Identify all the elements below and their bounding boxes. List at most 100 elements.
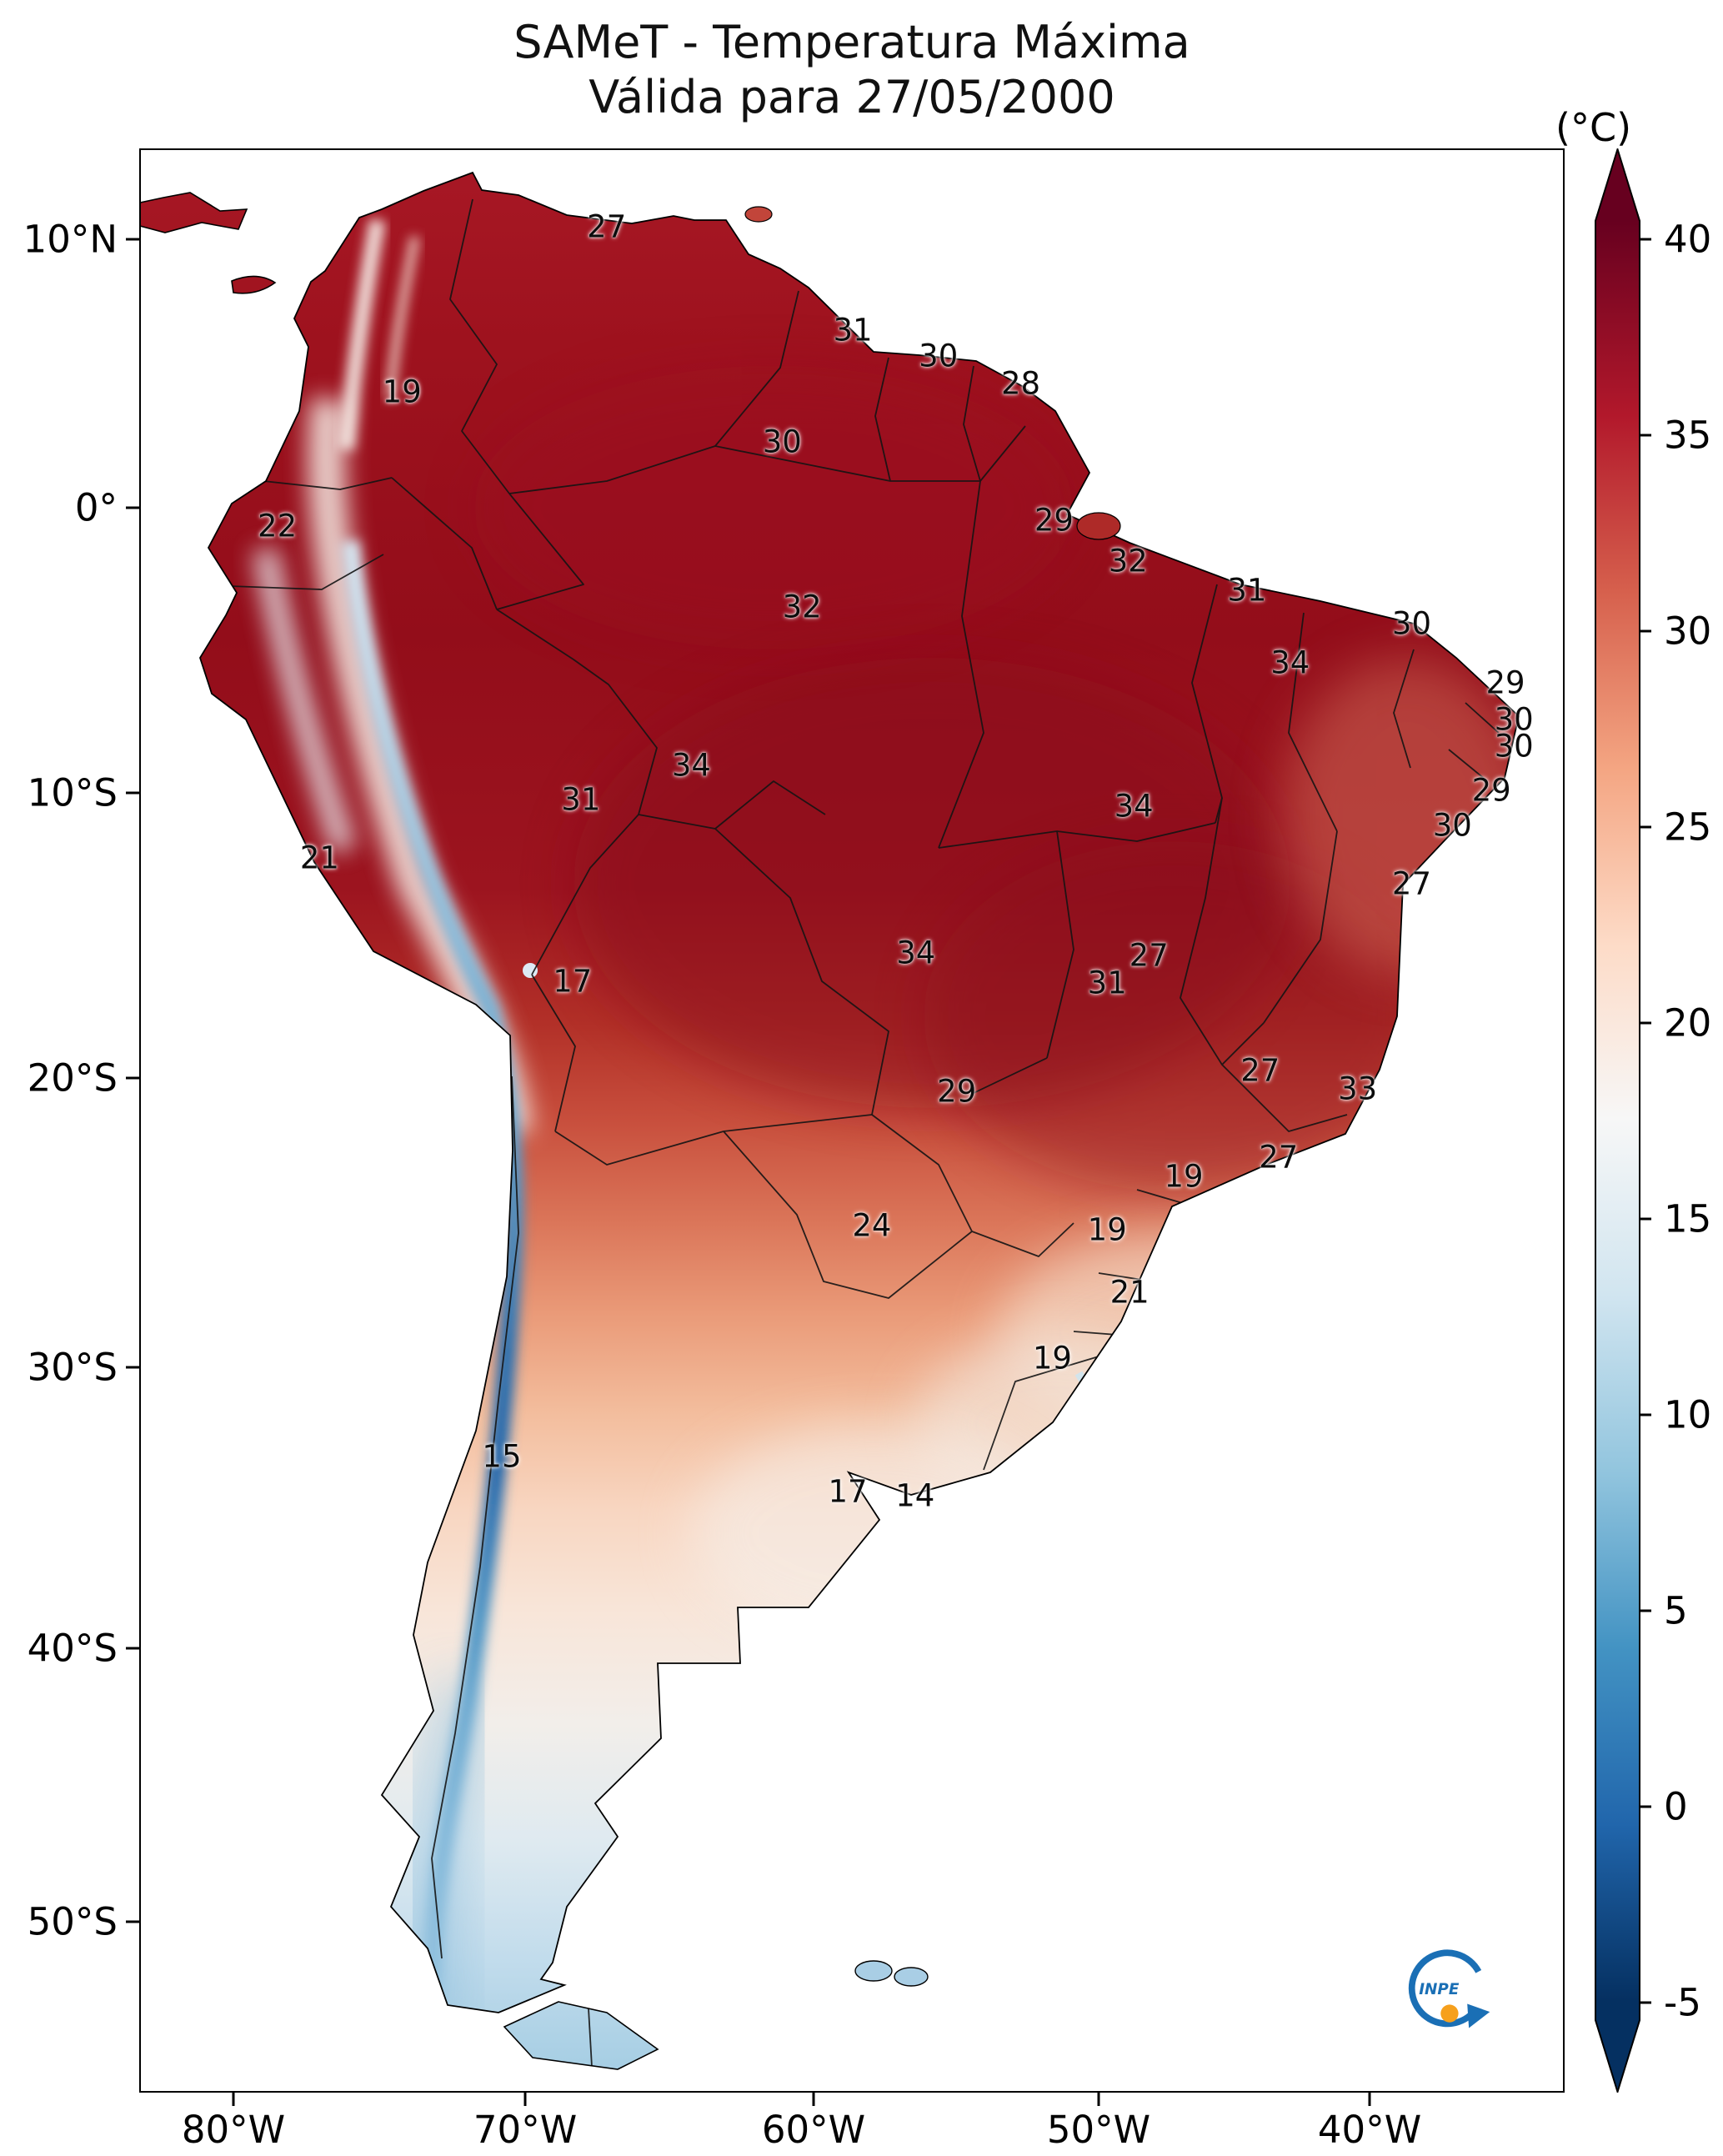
colorbar-arrow-under xyxy=(1595,2020,1640,2093)
station-temp-label: 21 xyxy=(1109,1274,1150,1311)
y-tick-mark xyxy=(126,1366,139,1369)
station-temp-label: 30 xyxy=(1391,605,1432,642)
y-axis-tick-labels: 10°N 0° 10°S 20°S 30°S 40°S 50°S xyxy=(0,148,118,2093)
x-tick-label: 50°W xyxy=(1046,2108,1151,2152)
x-tick-mark xyxy=(812,2093,815,2106)
colorbar xyxy=(1595,146,1640,2095)
chart-title: SAMeT - Temperatura Máxima Válida para 2… xyxy=(139,15,1565,125)
x-tick-label: 60°W xyxy=(761,2108,866,2152)
station-temp-label: 27 xyxy=(1391,865,1432,902)
station-temp-label: 21 xyxy=(299,840,339,876)
falkland-island-west xyxy=(854,1960,893,1982)
station-temp-label: 15 xyxy=(482,1438,522,1475)
inpe-logo-planet xyxy=(1440,2004,1459,2023)
station-temp-label: 31 xyxy=(561,781,601,818)
y-tick-mark xyxy=(126,1076,139,1080)
marajo-island xyxy=(1076,512,1121,540)
country-borders xyxy=(229,198,1500,2068)
station-temp-label: 19 xyxy=(382,374,422,410)
y-tick-label: 50°S xyxy=(27,1899,118,1944)
colorbar-tick-mark xyxy=(1640,1413,1651,1416)
station-temp-label: 30 xyxy=(762,424,802,460)
colorbar-tick-label: 25 xyxy=(1664,805,1712,850)
station-temp-label: 30 xyxy=(1494,701,1534,738)
station-temp-label: 31 xyxy=(1227,572,1267,609)
inpe-logo-text: INPE xyxy=(1419,1981,1460,1998)
station-temp-label: 28 xyxy=(1000,365,1041,402)
colorbar-tick-mark xyxy=(1640,1805,1651,1808)
station-temp-label: 27 xyxy=(1129,937,1169,974)
x-tick-label: 80°W xyxy=(181,2108,286,2152)
y-tick-mark xyxy=(126,791,139,795)
colorbar-tick-mark xyxy=(1640,1609,1651,1612)
y-tick-label: 10°N xyxy=(23,217,118,262)
x-axis-tick-marks xyxy=(139,2093,1565,2106)
station-labels: 27 31 30 28 19 30 29 22 32 31 30 32 34 29 30 30 34 31 34 29… xyxy=(141,150,1563,2091)
station-temp-label: 14 xyxy=(895,1477,935,1514)
y-tick-mark xyxy=(126,506,139,509)
colorbar-tick-label: 5 xyxy=(1664,1588,1688,1633)
station-temp-label: 19 xyxy=(1087,1211,1127,1248)
y-tick-label: 40°S xyxy=(27,1626,118,1671)
south-america-temperature-map xyxy=(141,172,1520,2070)
colorbar-tick-mark xyxy=(1640,238,1651,241)
y-tick-mark xyxy=(126,1647,139,1650)
plot-area: 27 31 30 28 19 30 29 22 32 31 30 32 34 29 30 30 34 31 34 29… xyxy=(139,148,1565,2093)
station-temp-label: 29 xyxy=(1034,502,1074,539)
station-temp-label: 29 xyxy=(937,1073,977,1110)
station-temp-label: 27 xyxy=(587,208,627,245)
station-temp-label: 29 xyxy=(1485,664,1525,701)
station-temp-label: 31 xyxy=(1087,965,1127,1001)
y-tick-label: 30°S xyxy=(27,1345,118,1390)
trinidad-island xyxy=(744,206,773,223)
station-temp-label: 34 xyxy=(1270,644,1310,681)
colorbar-tick-labels: 40 35 30 25 20 15 10 5 0 -5 xyxy=(1664,148,1723,2093)
inpe-logo-orbit xyxy=(1408,1949,1482,2028)
colorbar-unit-label: (°C) xyxy=(1555,105,1632,150)
station-temp-label: 34 xyxy=(1114,788,1154,825)
colorbar-tick-marks xyxy=(1640,148,1651,2093)
colorbar-tick-label: 0 xyxy=(1664,1784,1688,1829)
y-tick-label: 10°S xyxy=(27,770,118,815)
inpe-logo: INPE xyxy=(1402,1945,1490,2033)
station-temp-label: 27 xyxy=(1259,1139,1299,1176)
station-temp-label: 17 xyxy=(828,1473,868,1510)
colorbar-tick-mark xyxy=(1640,2001,1651,2004)
station-temp-label: 34 xyxy=(896,935,936,971)
colorbar-gradient-body xyxy=(1595,221,1640,2020)
station-temp-label: 19 xyxy=(1032,1340,1072,1376)
colorbar-tick-label: 35 xyxy=(1664,413,1712,458)
station-temp-label: 34 xyxy=(671,747,711,784)
chart-title-line1: SAMeT - Temperatura Máxima xyxy=(513,16,1190,68)
colorbar-tick-label: 30 xyxy=(1664,609,1712,654)
colorbar-arrow-over xyxy=(1595,148,1640,221)
station-temp-label: 19 xyxy=(1164,1158,1204,1195)
station-temp-label: 32 xyxy=(782,589,822,625)
y-axis-tick-marks xyxy=(126,148,139,2093)
colorbar-tick-label: 20 xyxy=(1664,1000,1712,1045)
colorbar-tick-mark xyxy=(1640,1217,1651,1221)
colorbar-tick-mark xyxy=(1640,434,1651,437)
colorbar-tick-mark xyxy=(1640,1021,1651,1025)
y-tick-label: 20°S xyxy=(27,1055,118,1101)
x-tick-label: 70°W xyxy=(473,2108,578,2152)
chart-title-line2: Válida para 27/05/2000 xyxy=(589,70,1115,123)
station-temp-label: 32 xyxy=(1108,543,1148,579)
station-temp-label: 30 xyxy=(1494,728,1534,765)
colorbar-tick-label: 40 xyxy=(1664,217,1712,262)
station-temp-label: 22 xyxy=(258,508,298,544)
colorbar-tick-mark xyxy=(1640,825,1651,829)
x-tick-label: 40°W xyxy=(1317,2108,1422,2152)
colorbar-tick-label: 10 xyxy=(1664,1392,1712,1437)
y-tick-label: 0° xyxy=(74,485,118,530)
x-axis-tick-labels: 80°W 70°W 60°W 50°W 40°W xyxy=(139,2108,1565,2154)
station-temp-label: 33 xyxy=(1338,1070,1378,1107)
colorbar-outline xyxy=(1595,146,1640,2095)
station-temp-label: 31 xyxy=(833,312,873,348)
x-tick-mark xyxy=(232,2093,235,2106)
colorbar-tick-label: 15 xyxy=(1664,1196,1712,1241)
x-tick-mark xyxy=(1097,2093,1100,2106)
colorbar-tick-mark xyxy=(1640,629,1651,633)
inpe-logo-arrow xyxy=(1467,2003,1490,2028)
